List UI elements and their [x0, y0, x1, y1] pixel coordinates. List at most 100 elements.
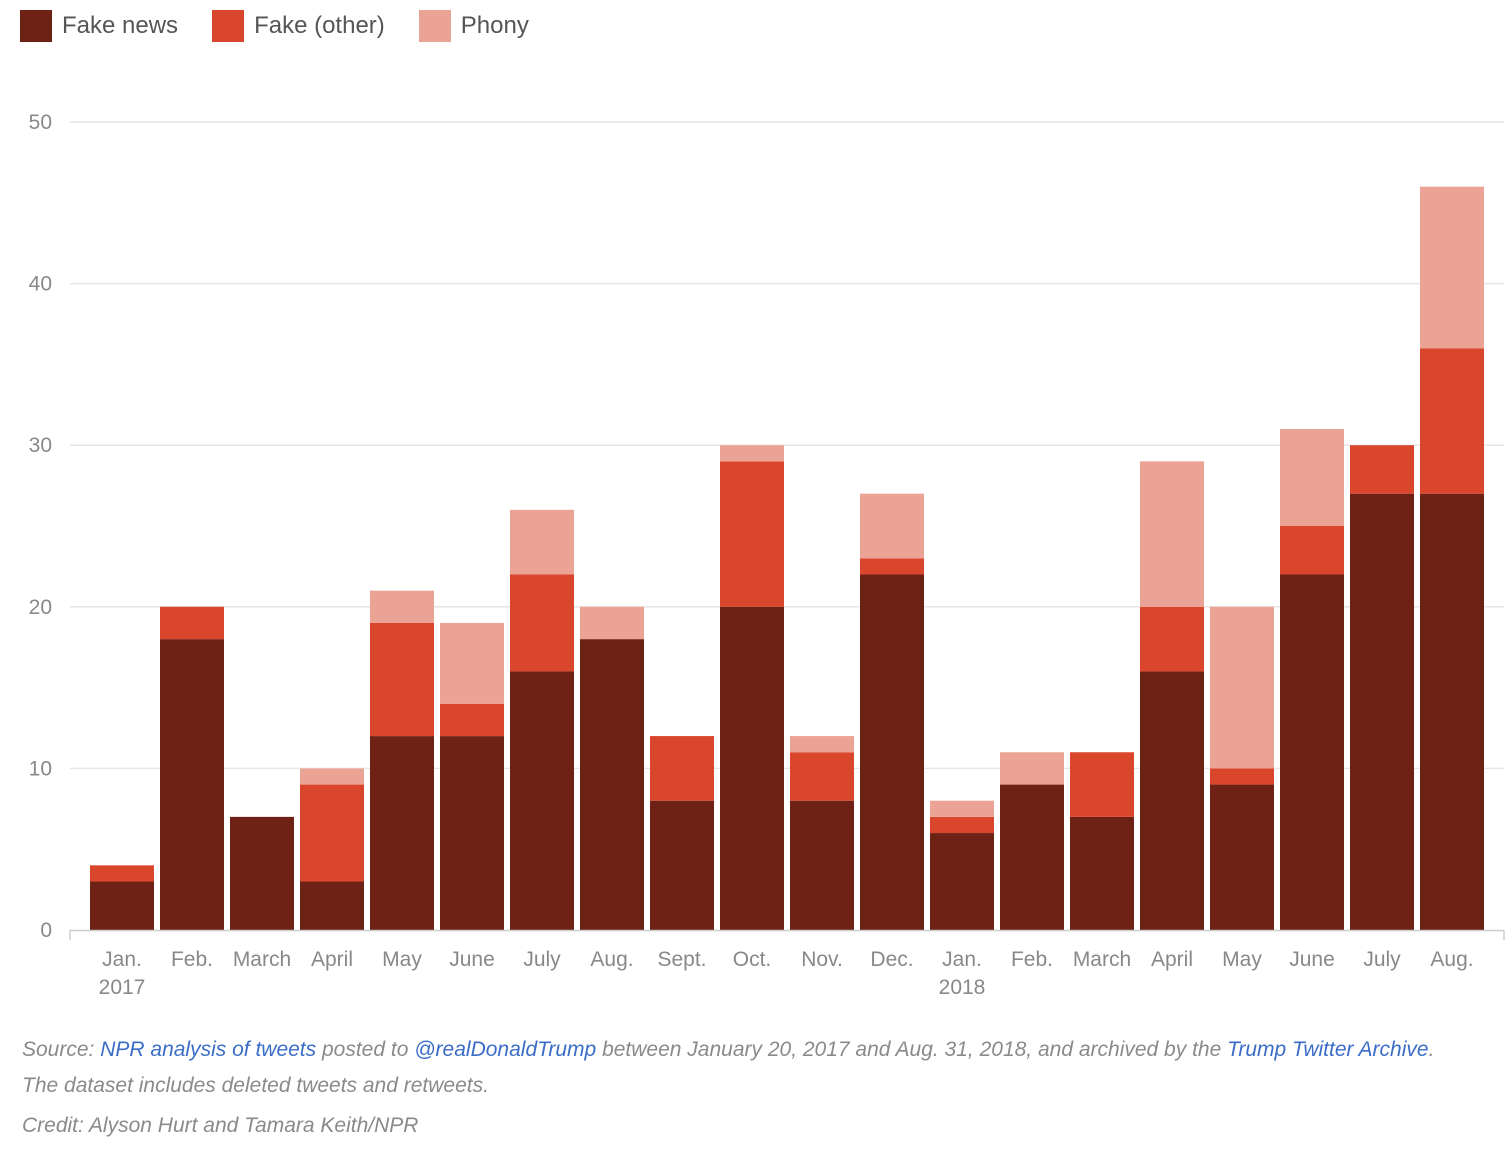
bar-phony-6	[510, 509, 574, 575]
bar-fake-news-19	[1420, 493, 1484, 930]
x-tick-label-10: Nov.	[801, 948, 843, 971]
x-tick-label-2: March	[233, 948, 291, 971]
bar-fake-other-5	[440, 703, 504, 737]
bar-fake-news-18	[1350, 493, 1414, 930]
legend-label-fake-other: Fake (other)	[254, 12, 385, 39]
y-tick-label-30: 30	[29, 434, 52, 457]
legend-item-phony: Phony	[418, 10, 529, 42]
x-tick-label-3: April	[311, 948, 353, 971]
chart-footer: Source: NPR analysis of tweets posted to…	[22, 1032, 1512, 1144]
x-tick-sublabel-0: 2017	[99, 976, 146, 999]
x-tick-label-11: Dec.	[870, 948, 913, 971]
dataset-note: The dataset includes deleted tweets and …	[22, 1074, 489, 1097]
bar-phony-15	[1140, 461, 1204, 607]
bar-fake-other-4	[370, 622, 434, 737]
bar-phony-17	[1280, 429, 1344, 526]
bar-phony-19	[1420, 186, 1484, 349]
x-tick-label-4: May	[382, 948, 422, 971]
bar-fake-news-3	[300, 881, 364, 930]
legend: Fake news Fake (other) Phony	[20, 10, 563, 42]
bar-fake-other-9	[720, 461, 784, 607]
bar-phony-3	[300, 768, 364, 785]
x-tick-label-6: July	[523, 948, 561, 971]
x-tick-label-8: Sept.	[657, 948, 706, 971]
bar-phony-11	[860, 493, 924, 559]
x-tick-label-12: Jan.	[942, 948, 982, 971]
bar-fake-news-7	[580, 639, 644, 930]
stacked-bar-chart: 0 10 20 30 40 50 Jan. 2017 Feb. March April May June…	[29, 111, 1505, 999]
x-tick-label-18: July	[1363, 948, 1401, 971]
x-tick-label-13: Feb.	[1011, 948, 1053, 971]
x-tick-sublabel-12: 2018	[939, 976, 986, 999]
y-tick-label-0: 0	[40, 919, 52, 942]
bar-fake-news-15	[1140, 671, 1204, 930]
source-label: Source:	[22, 1038, 95, 1061]
source-text-1: posted to	[321, 1038, 409, 1061]
bar-fake-other-16	[1210, 768, 1274, 785]
bar-phony-5	[440, 622, 504, 704]
trump-twitter-archive-link[interactable]: Trump Twitter Archive	[1227, 1038, 1429, 1061]
bar-fake-news-12	[930, 833, 994, 930]
y-tick-label-10: 10	[29, 757, 52, 780]
bar-fake-other-3	[300, 784, 364, 882]
y-tick-label-40: 40	[29, 273, 52, 296]
bar-fake-other-12	[930, 816, 994, 834]
bar-fake-other-11	[860, 558, 924, 575]
bar-phony-9	[720, 445, 784, 462]
x-tick-label-15: April	[1151, 948, 1193, 971]
x-tick-label-16: May	[1222, 948, 1262, 971]
legend-label-phony: Phony	[460, 12, 529, 39]
legend-item-fake-news: Fake news	[20, 10, 178, 42]
x-tick-label-17: June	[1289, 948, 1335, 971]
bar-phony-10	[790, 736, 854, 753]
source-line: Source: NPR analysis of tweets posted to…	[22, 1032, 1512, 1068]
bar-fake-other-0	[90, 865, 154, 882]
bar-phony-7	[580, 606, 644, 640]
bar-fake-other-18	[1350, 445, 1414, 494]
credit-line: Credit: Alyson Hurt and Tamara Keith/NPR	[22, 1114, 419, 1137]
bar-fake-other-6	[510, 574, 574, 672]
bar-fake-news-4	[370, 736, 434, 930]
legend-label-fake-news: Fake news	[62, 12, 179, 39]
x-tick-label-19: Aug.	[1430, 948, 1473, 971]
x-tick-label-0: Jan.	[102, 948, 142, 971]
bar-fake-news-9	[720, 606, 784, 930]
bar-fake-news-17	[1280, 574, 1344, 930]
source-text-2: between January 20, 2017 and Aug. 31, 20…	[602, 1038, 1222, 1061]
bar-fake-news-6	[510, 671, 574, 930]
bar-fake-other-19	[1420, 348, 1484, 494]
x-tick-label-7: Aug.	[590, 948, 633, 971]
npr-analysis-link[interactable]: NPR analysis of tweets	[100, 1038, 317, 1061]
x-tick-label-5: June	[449, 948, 495, 971]
bar-fake-news-8	[650, 800, 714, 930]
bar-fake-other-10	[790, 752, 854, 801]
bar-fake-other-1	[160, 606, 224, 640]
legend-item-fake-other: Fake (other)	[212, 10, 385, 42]
x-tick-label-14: March	[1073, 948, 1131, 971]
bar-phony-16	[1210, 606, 1274, 769]
bar-fake-other-14	[1070, 752, 1134, 817]
bar-fake-other-8	[650, 736, 714, 801]
source-text-3: .	[1428, 1038, 1435, 1061]
bar-fake-other-17	[1280, 526, 1344, 575]
legend-swatch-phony	[418, 10, 451, 42]
realdonaldtrump-link[interactable]: @realDonaldTrump	[414, 1038, 597, 1061]
bar-fake-news-14	[1070, 816, 1134, 930]
bar-phony-13	[1000, 752, 1064, 785]
bar-fake-news-5	[440, 736, 504, 930]
legend-swatch-fake-other	[212, 10, 245, 42]
bar-fake-news-16	[1210, 784, 1274, 930]
bar-fake-other-15	[1140, 606, 1204, 672]
bar-fake-news-11	[860, 574, 924, 930]
bar-fake-news-0	[90, 881, 154, 930]
bar-fake-news-10	[790, 800, 854, 930]
bar-phony-4	[370, 590, 434, 623]
legend-swatch-fake-news	[20, 10, 52, 42]
y-tick-label-50: 50	[29, 111, 52, 134]
y-tick-label-20: 20	[29, 596, 52, 619]
x-tick-label-1: Feb.	[171, 948, 213, 971]
bar-phony-12	[930, 800, 994, 817]
bar-fake-news-2	[230, 816, 294, 930]
bar-fake-news-13	[1000, 784, 1064, 930]
x-tick-label-9: Oct.	[733, 948, 772, 971]
